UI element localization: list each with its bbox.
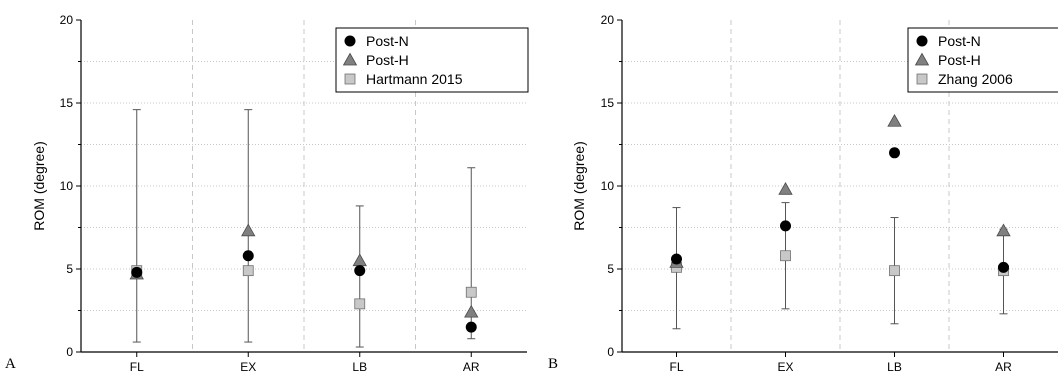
x-tick-label: LB (352, 360, 367, 374)
data-point-circle (131, 266, 143, 278)
y-tick-label: 5 (66, 262, 73, 276)
data-point-square (354, 298, 366, 310)
legend-label: Post-N (938, 33, 981, 49)
data-point-circle (889, 147, 900, 159)
legend-label: Post-H (938, 52, 981, 68)
legend-box (907, 27, 1058, 93)
legend-label: Post-H (366, 52, 409, 68)
data-point-circle (354, 265, 366, 277)
data-point-triangle (887, 113, 902, 127)
y-axis-title: ROM (degree) (31, 141, 47, 230)
legend-box (335, 27, 529, 93)
y-tick-label: 0 (66, 345, 73, 359)
data-point-circle (242, 250, 254, 262)
data-point-circle (671, 253, 682, 265)
legend-marker-circle (916, 35, 928, 47)
y-tick-label: 10 (60, 179, 74, 193)
data-point-square (889, 265, 900, 277)
legend-marker-circle (344, 35, 356, 47)
x-tick-label: EX (240, 360, 256, 374)
x-tick-label: LB (887, 360, 902, 374)
x-tick-label: AR (463, 360, 480, 374)
panel-a: 0 5 10 15 20 FL EX LB AR ROM (degree) Post-N Post-H… (31, 13, 529, 374)
legend-marker-triangle (342, 52, 358, 66)
x-tick-label: FL (130, 360, 144, 374)
data-point-circle (465, 321, 477, 333)
x-tick-label: EX (777, 360, 793, 374)
y-axis-title: ROM (degree) (571, 141, 587, 230)
legend-label: Hartmann 2015 (366, 71, 463, 87)
x-tick-label: FL (669, 360, 683, 374)
data-point-triangle (778, 182, 793, 195)
panel-letter-a: A (5, 356, 16, 372)
data-point-square (242, 265, 254, 277)
y-tick-label: 10 (601, 179, 615, 193)
y-tick-label: 20 (601, 13, 615, 27)
panel-letter-b: B (548, 356, 558, 372)
data-point-triangle (996, 223, 1011, 237)
x-tick-label: AR (995, 360, 1012, 374)
data-point-triangle (352, 253, 367, 267)
legend-marker-square (916, 73, 928, 85)
data-point-triangle (464, 304, 479, 318)
y-tick-label: 15 (601, 96, 615, 110)
panel-b: 0 5 10 15 20 FL EX LB AR ROM (degree) Post-N Post-H… (571, 13, 1058, 374)
y-tick-label: 20 (60, 13, 74, 27)
data-point-square (780, 250, 791, 262)
data-point-triangle (241, 223, 256, 237)
y-tick-label: 5 (607, 262, 614, 276)
legend-label: Zhang 2006 (938, 71, 1013, 87)
y-tick-label: 0 (607, 345, 614, 359)
legend-label: Post-N (366, 33, 409, 49)
legend-marker-square (344, 73, 356, 85)
y-tick-label: 15 (60, 96, 74, 110)
data-point-square (465, 286, 477, 298)
data-point-circle (780, 220, 791, 232)
legend-marker-triangle (914, 52, 930, 66)
data-point-circle (998, 261, 1009, 273)
